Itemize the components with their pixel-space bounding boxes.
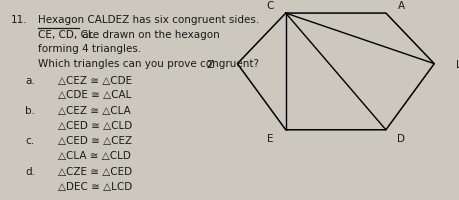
Text: △CEZ ≅ △CLA: △CEZ ≅ △CLA xyxy=(58,105,131,115)
Text: △CZE ≅ △CED: △CZE ≅ △CED xyxy=(58,166,132,176)
Text: C: C xyxy=(267,1,274,11)
Text: 11.: 11. xyxy=(11,15,27,25)
Text: forming 4 triangles.: forming 4 triangles. xyxy=(38,44,141,54)
Text: A: A xyxy=(397,1,405,11)
Text: a.: a. xyxy=(25,75,35,85)
Text: Z: Z xyxy=(206,59,213,69)
Text: CE, CD, CL: CE, CD, CL xyxy=(38,29,94,39)
Text: Hexagon CALDEZ has six congruent sides.: Hexagon CALDEZ has six congruent sides. xyxy=(38,15,259,25)
Text: △CDE ≅ △CAL: △CDE ≅ △CAL xyxy=(58,90,132,100)
Text: are drawn on the hexagon: are drawn on the hexagon xyxy=(79,29,219,39)
Text: L: L xyxy=(456,59,459,69)
Text: △CLA ≅ △CLD: △CLA ≅ △CLD xyxy=(58,150,131,160)
Text: △DEC ≅ △LCD: △DEC ≅ △LCD xyxy=(58,181,133,191)
Text: △CEZ ≅ △CDE: △CEZ ≅ △CDE xyxy=(58,75,132,85)
Text: E: E xyxy=(267,134,274,144)
Text: b.: b. xyxy=(25,105,35,115)
Text: Which triangles can you prove congruent?: Which triangles can you prove congruent? xyxy=(38,59,259,69)
Text: △CED ≅ △CEZ: △CED ≅ △CEZ xyxy=(58,136,132,146)
Text: D: D xyxy=(397,134,405,144)
Text: d.: d. xyxy=(25,166,35,176)
Text: △CED ≅ △CLD: △CED ≅ △CLD xyxy=(58,120,133,130)
Text: c.: c. xyxy=(25,136,34,146)
